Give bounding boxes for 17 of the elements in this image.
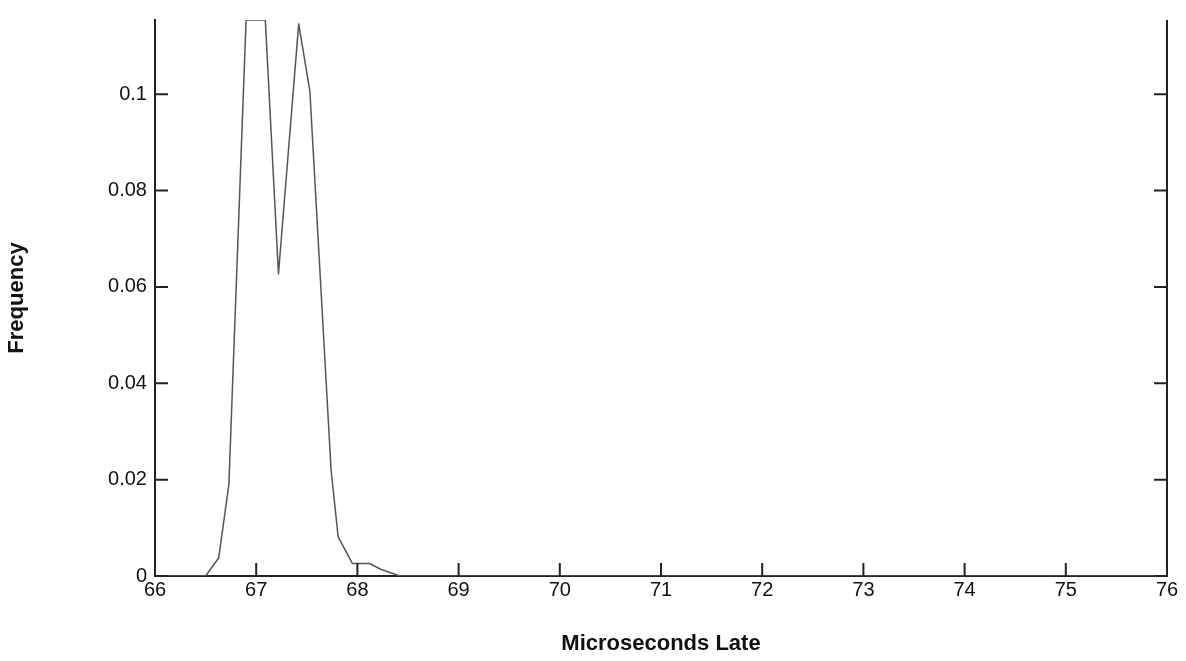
x-tick-label: 72 [751,577,774,600]
x-tick-label: 70 [548,577,571,600]
y-tick-label: 0.1 [119,81,147,104]
y-tick-label: 0.06 [108,274,147,297]
y-tick-label: 0.02 [108,467,147,490]
x-axis-title: Microseconds Late [561,629,761,655]
x-tick-label: 76 [1155,577,1179,600]
x-tick-label: 71 [649,577,673,600]
y-tick-label: 0.08 [108,178,147,201]
y-axis-title: Frequency [3,241,29,354]
x-tick-label: 68 [346,577,369,600]
y-tick-label: 0.04 [108,370,147,393]
x-tick-label: 67 [245,577,268,600]
x-tick-label: 69 [447,577,470,600]
x-tick-label: 75 [1054,577,1077,600]
x-tick-label: 74 [953,577,976,600]
x-tick-label: 73 [852,577,875,600]
